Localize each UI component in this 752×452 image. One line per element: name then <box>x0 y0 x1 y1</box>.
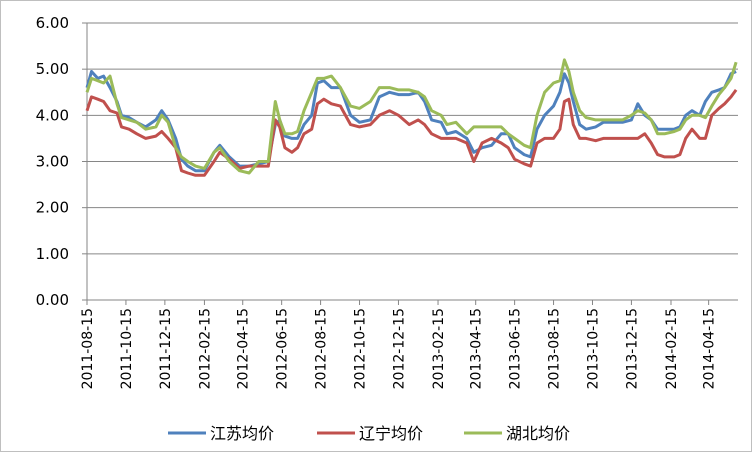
x-tick-label: 2014-04-15 <box>702 308 718 389</box>
series-line-1 <box>85 70 737 173</box>
x-tick-label: 2012-04-15 <box>236 308 252 389</box>
legend-label-2: 辽宁均价 <box>359 424 423 443</box>
series-line-3 <box>85 58 738 175</box>
x-tick-label: 2012-02-15 <box>197 308 213 389</box>
x-tick-label: 2013-10-15 <box>585 308 601 389</box>
x-tick-label: 2012-12-15 <box>391 308 407 389</box>
y-tick-label: 2.00 <box>36 199 69 217</box>
axes <box>82 22 738 305</box>
y-tick-label: 1.00 <box>36 245 69 263</box>
y-tick-label: 0.00 <box>36 291 69 309</box>
x-tick-label: 2013-02-15 <box>431 308 447 389</box>
legend: 江苏均价 辽宁均价 湖北均价 <box>168 424 570 443</box>
x-tick-label: 2013-06-15 <box>508 308 524 389</box>
y-axis-tick-labels: 0.00 1.00 2.00 3.00 4.00 5.00 6.00 <box>36 14 69 309</box>
x-tick-label: 2013-04-15 <box>469 308 485 389</box>
y-tick-label: 3.00 <box>36 153 69 171</box>
x-tick-label: 2012-06-15 <box>275 308 291 389</box>
gridlines <box>87 22 738 255</box>
y-tick-label: 4.00 <box>36 106 69 124</box>
x-tick-label: 2012-10-15 <box>353 308 369 389</box>
x-tick-label: 2013-12-15 <box>624 308 640 389</box>
x-axis-tick-labels: 2011-08-15 2011-10-15 2011-12-15 2012-02-15… <box>80 308 718 389</box>
y-tick-label: 5.00 <box>36 60 69 78</box>
legend-label-1: 江苏均价 <box>210 424 274 443</box>
x-tick-label: 2014-02-15 <box>664 308 680 389</box>
legend-label-3: 湖北均价 <box>506 424 570 443</box>
x-tick-label: 2011-10-15 <box>119 308 135 389</box>
x-tick-label: 2011-12-15 <box>158 308 174 389</box>
x-tick-label: 2012-08-15 <box>314 308 330 389</box>
series-line-2 <box>85 89 738 177</box>
x-tick-label: 2013-08-15 <box>547 308 563 389</box>
y-tick-label: 6.00 <box>36 14 69 32</box>
x-tick-label: 2011-08-15 <box>80 308 96 389</box>
series-lines <box>85 58 738 177</box>
